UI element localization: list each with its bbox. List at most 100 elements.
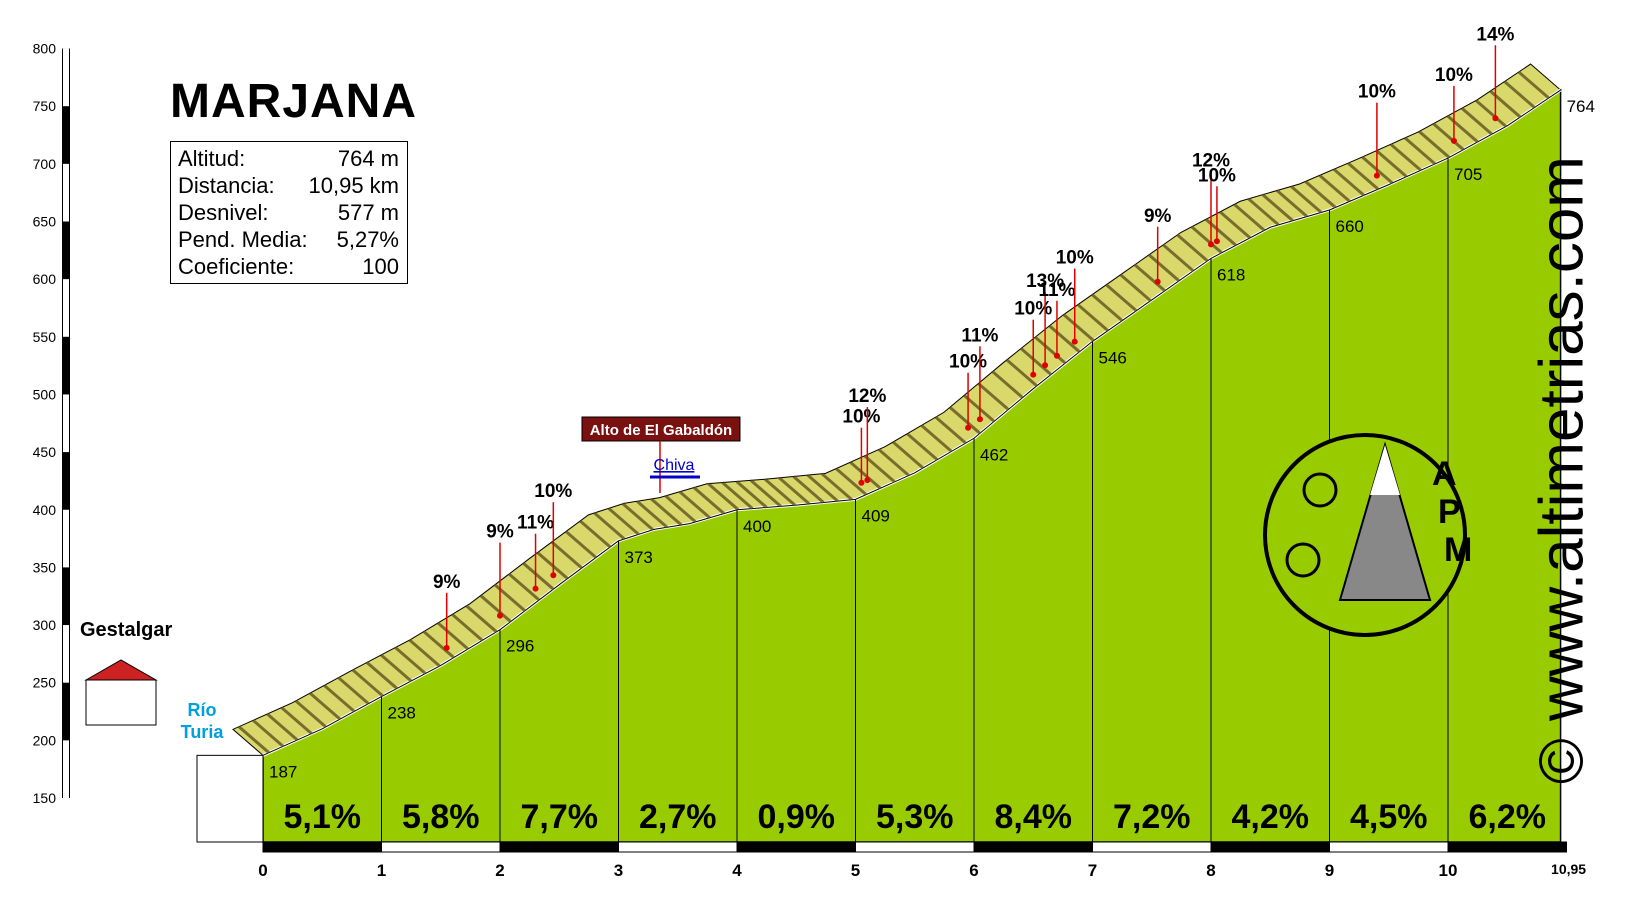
road-stripe <box>1233 203 1266 232</box>
segment-gradient-label: 8,4% <box>995 798 1073 836</box>
road-stripe <box>323 684 356 713</box>
y-axis-band <box>63 740 69 798</box>
road-stripe <box>1005 358 1038 387</box>
x-axis-band <box>1210 841 1330 853</box>
road-stripe <box>1503 80 1536 109</box>
callout-dot <box>976 416 983 423</box>
road-stripe <box>351 668 384 698</box>
km-elevation-label: 705 <box>1454 165 1482 184</box>
road-stripe <box>422 630 455 659</box>
y-axis-band <box>63 625 69 683</box>
callout-label: 9% <box>486 522 514 543</box>
road-stripe <box>394 646 427 675</box>
road-stripe <box>1460 107 1493 136</box>
km-elevation-label: 660 <box>1336 217 1364 236</box>
y-axis: 150 200 250 300 350 400 450 500 550 600 650 700 750 8… <box>33 41 70 806</box>
road-stripe <box>1517 70 1550 100</box>
callout-dot <box>1030 371 1037 378</box>
road-stripe <box>1148 253 1180 282</box>
road-stripe <box>465 604 498 633</box>
y-tick-label: 550 <box>33 329 57 345</box>
road-stripe <box>1446 114 1479 144</box>
km-elevation-label: 618 <box>1217 265 1245 284</box>
road-stripe <box>479 594 512 623</box>
x-axis-band <box>1447 841 1567 853</box>
callout-dot <box>1053 352 1060 359</box>
x-axis-band <box>381 841 501 853</box>
pass-label: Alto de El Gabaldón <box>590 422 733 439</box>
road-stripe <box>707 482 740 511</box>
road-stripe <box>437 621 469 651</box>
callout-label: 12% <box>848 386 886 407</box>
callout-label: 11% <box>1038 280 1075 301</box>
callout-dot <box>1450 137 1457 144</box>
x-axis-band <box>1329 841 1449 853</box>
road-stripe <box>1304 180 1337 209</box>
callout-dot <box>1213 238 1220 245</box>
mountain-snow-icon <box>1370 445 1400 495</box>
road-stripe <box>252 719 285 748</box>
road-stripe <box>749 479 782 508</box>
road-stripe <box>849 461 882 490</box>
y-tick-label: 750 <box>33 98 57 114</box>
road-edge-outline <box>262 89 1561 756</box>
x-axis-band <box>973 841 1093 853</box>
x-tick-label: 7 <box>1088 861 1097 880</box>
x-tick-label: 6 <box>969 861 978 880</box>
info-value: 764 m <box>337 146 399 171</box>
info-value: 5,27% <box>336 227 399 252</box>
road-stripe <box>607 507 640 536</box>
y-tick-label: 500 <box>33 386 57 402</box>
segment-gradient-label: 0,9% <box>758 798 836 836</box>
callout-dot <box>1208 241 1214 248</box>
km-dividers: 187 238 296 373 400 409 462 546 618 660 705 764 <box>269 97 1595 842</box>
callout-label: 10% <box>1056 248 1094 269</box>
callout-dot <box>1071 338 1078 345</box>
bike-wheel-icon <box>1302 472 1338 508</box>
road-stripe <box>678 490 711 519</box>
road-stripe <box>451 613 484 642</box>
road-stripe <box>892 440 925 470</box>
callout-label: 11% <box>517 513 554 534</box>
apm-letter: P <box>1438 493 1461 531</box>
km-elevation-label: 462 <box>980 445 1008 464</box>
road-stripe <box>579 519 612 549</box>
x-tick-label: 8 <box>1206 861 1215 880</box>
road-stripe <box>1048 324 1081 353</box>
callout-label: 10% <box>1435 65 1473 86</box>
pass-label-box <box>581 416 741 442</box>
road-stripe <box>1332 168 1365 197</box>
road-stripe <box>991 370 1024 399</box>
mountain-icon <box>1338 441 1432 601</box>
km-elevation-label: 764 <box>1567 97 1595 116</box>
road-stripe <box>1318 174 1351 203</box>
segment-gradient-label: 5,1% <box>284 798 362 836</box>
x-tick-label: 2 <box>495 861 504 880</box>
callout-label: 10% <box>534 481 572 502</box>
callout-label: 10% <box>1014 299 1052 320</box>
km-elevation-label: 296 <box>506 637 534 656</box>
callout-label: 10% <box>949 352 987 373</box>
callout-dot <box>550 572 557 579</box>
road-stripe <box>266 712 299 742</box>
steep-callouts: 9%9% 11%10%10%12%10%11%10%13%11%10%9%12%1… <box>433 24 1515 651</box>
road-stripe <box>735 480 768 509</box>
x-axis-band <box>262 841 382 853</box>
road-stripe <box>1432 122 1465 151</box>
watermark-text: © www.altimetrias.com <box>1527 156 1597 784</box>
road-stripe <box>408 638 441 668</box>
info-label: Desnivel: <box>178 200 269 225</box>
segment-gradient-label: 2,7% <box>639 798 717 836</box>
segment-gradient-label: 7,7% <box>521 798 599 836</box>
road-stripe <box>294 699 327 729</box>
road-stripe <box>835 467 868 496</box>
callout-dot <box>965 424 972 431</box>
road-stripe <box>1119 273 1152 302</box>
x-axis-band <box>499 841 619 853</box>
road-stripe <box>906 432 939 461</box>
road-stripe <box>1020 347 1053 376</box>
y-tick-label: 150 <box>33 790 57 806</box>
road-stripe <box>536 551 569 580</box>
info-row-climb: Desnivel: 577 m <box>178 199 399 226</box>
callout-dot <box>1373 172 1380 179</box>
